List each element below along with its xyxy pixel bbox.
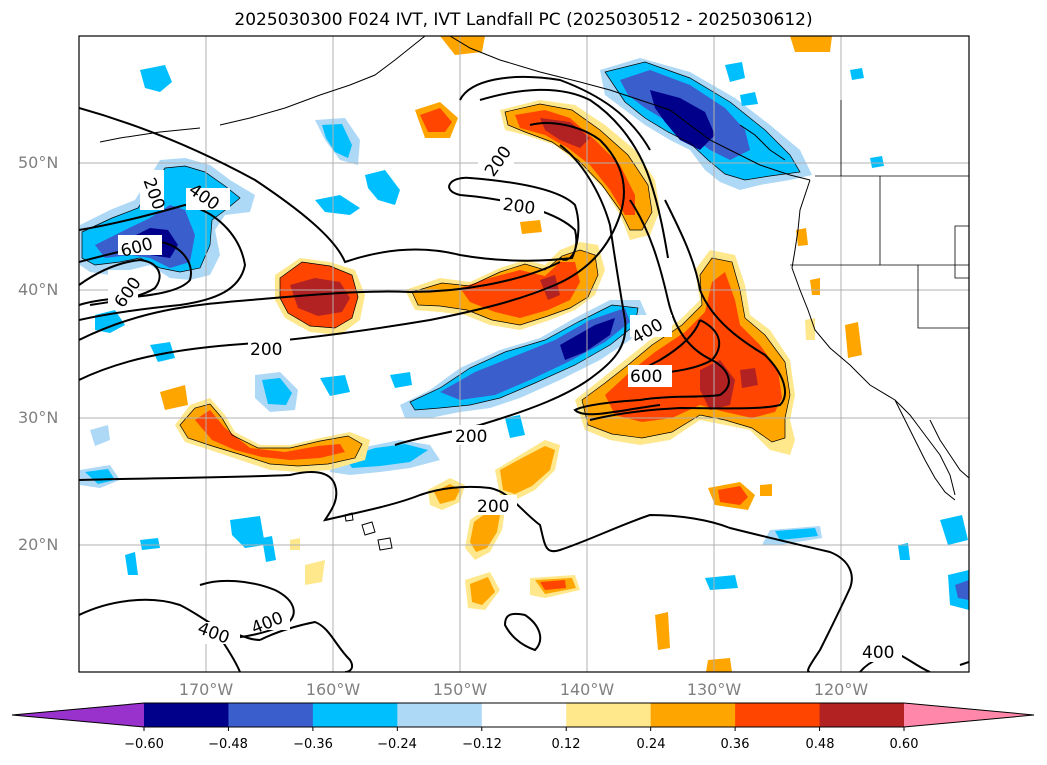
map-title: 2025030300 F024 IVT, IVT Landfall PC (20… — [234, 10, 813, 30]
colorbar — [11, 702, 1035, 731]
colorbar-cell — [312, 703, 398, 727]
colorbar-tick-label: 0.36 — [720, 737, 750, 752]
lon-label-140w: 140°W — [559, 680, 615, 699]
lat-label-50n: 50°N — [18, 153, 59, 172]
colorbar-cell — [819, 703, 905, 727]
colorbar-tick-label: −0.12 — [462, 737, 502, 752]
lon-label-170w: 170°W — [178, 680, 234, 699]
contour-label: 200 — [250, 340, 282, 360]
colorbar-cell — [735, 703, 821, 727]
colorbar-cell — [144, 703, 229, 727]
colorbar-tick-label: 0.60 — [889, 737, 919, 752]
contour-label: 200 — [455, 427, 487, 447]
lon-label-160w: 160°W — [305, 680, 361, 699]
colorbar-tick-label: −0.36 — [293, 737, 333, 752]
colorbar-cell — [397, 703, 483, 727]
colorbar-tick-label: −0.60 — [124, 737, 164, 752]
lon-label-130w: 130°W — [686, 680, 742, 699]
colorbar-cell — [566, 703, 652, 727]
lon-label-120w: 120°W — [813, 680, 869, 699]
map-frame — [78, 35, 970, 673]
contour-label: 600 — [630, 367, 662, 387]
colorbar-extend-max — [904, 703, 1034, 727]
colorbar-tick-label: 0.24 — [636, 737, 666, 752]
coastlines — [99, 36, 969, 551]
contour-label-patches — [108, 148, 902, 662]
negative-pc-shading — [80, 58, 969, 610]
lat-label-20n: 20°N — [18, 535, 59, 554]
colorbar-tick-label: 0.12 — [551, 737, 581, 752]
colorbar-tick-label: −0.48 — [208, 737, 248, 752]
colorbar-tick-label: −0.24 — [377, 737, 417, 752]
colorbar-cell — [228, 703, 314, 727]
lat-label-30n: 30°N — [18, 408, 59, 427]
map-layers — [79, 36, 969, 672]
contour-label: 200 — [477, 497, 509, 517]
borders — [790, 100, 969, 329]
colorbar-cell — [481, 703, 567, 727]
colorbar-cell — [650, 703, 736, 727]
shading-outlines — [81, 61, 801, 467]
contour-label: 200 — [501, 195, 536, 219]
contour-label: 400 — [862, 643, 894, 663]
lon-label-150w: 150°W — [432, 680, 488, 699]
colorbar-extend-min — [12, 703, 144, 727]
lat-label-40n: 40°N — [18, 280, 59, 299]
colorbar-tick-label: 0.48 — [805, 737, 835, 752]
